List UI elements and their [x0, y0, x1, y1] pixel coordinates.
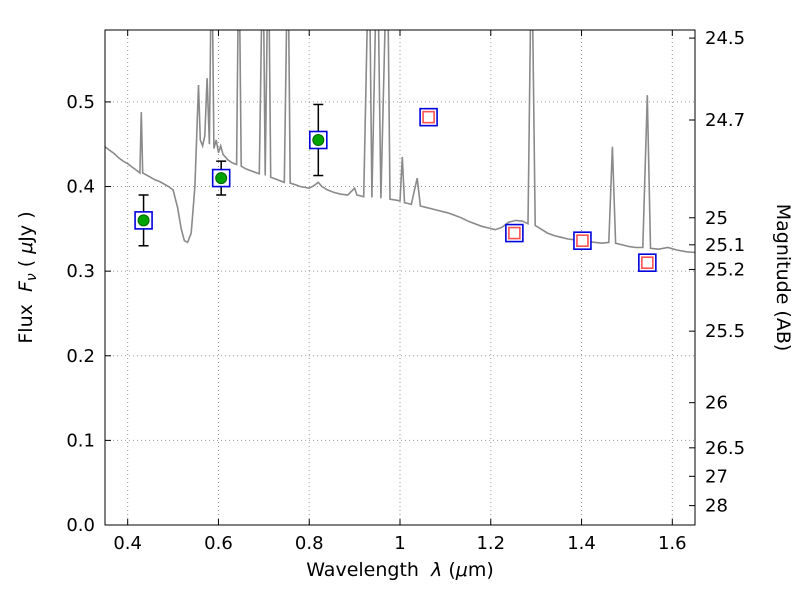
- y-axis-label-right: Magnitude (AB): [772, 204, 794, 352]
- model-spectrum-line: [105, 30, 695, 254]
- magnitude-tick-label: 24.7: [705, 110, 745, 131]
- flux-tick-label: 0.3: [66, 261, 95, 282]
- x-tick-label: 1.6: [658, 533, 687, 554]
- x-tick-label: 0.4: [113, 533, 142, 554]
- flux-tick-label: 0.1: [66, 430, 95, 451]
- magnitude-tick-label: 26.5: [705, 438, 745, 459]
- synthetic-point-outer-square: [505, 223, 524, 243]
- observed-point-circle: [312, 134, 325, 146]
- flux-tick-label: 0.4: [66, 177, 95, 198]
- synthetic-point-outer-square: [573, 231, 592, 250]
- magnitude-tick-label: 24.5: [705, 28, 745, 49]
- flux-tick-label: 0.2: [66, 346, 95, 367]
- magnitude-tick-label: 26: [705, 393, 728, 414]
- magnitude-tick-label: 25.5: [705, 321, 745, 342]
- x-tick-label: 0.8: [295, 533, 324, 554]
- synthetic-point-inner-square: [508, 226, 521, 240]
- observed-point-circle: [215, 172, 228, 185]
- x-tick-label: 1.2: [476, 533, 505, 554]
- magnitude-tick-label: 27: [705, 466, 728, 487]
- magnitude-tick-label: 25.2: [705, 259, 745, 280]
- synthetic-point-outer-square: [419, 107, 438, 127]
- magnitude-tick-label: 25.1: [705, 235, 745, 256]
- x-tick-label: 0.6: [204, 533, 233, 554]
- synthetic-point-inner-square: [422, 110, 435, 124]
- magnitude-tick-label: 28: [705, 496, 728, 517]
- y-axis-label-left: Flux Fν ( μJy ): [15, 211, 40, 343]
- synthetic-point-inner-square: [576, 234, 589, 247]
- magnitude-tick-label: 25: [705, 208, 728, 229]
- synthetic-point-inner-square: [641, 256, 654, 269]
- x-tick-label: 1.4: [567, 533, 596, 554]
- synthetic-point-outer-square: [638, 253, 657, 272]
- flux-tick-label: 0.0: [66, 515, 95, 536]
- observed-point-circle: [137, 214, 150, 227]
- x-tick-label: 1: [394, 533, 405, 554]
- x-axis-label: Wavelength λ (μm): [306, 559, 494, 581]
- flux-tick-label: 0.5: [66, 92, 95, 113]
